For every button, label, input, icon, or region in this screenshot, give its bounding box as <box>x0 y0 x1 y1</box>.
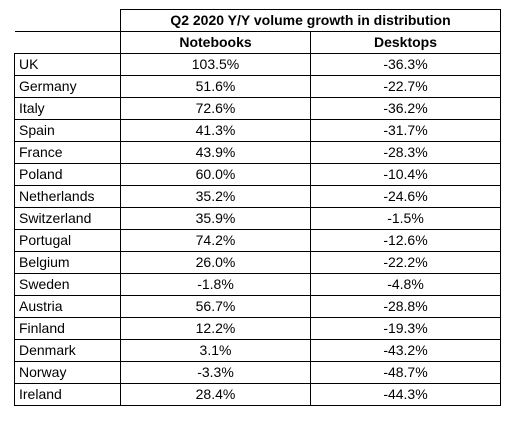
table-row: UK 103.5% -36.3% <box>14 53 501 76</box>
desktops-cell: -24.6% <box>310 185 501 208</box>
corner-cell <box>14 9 121 32</box>
notebooks-cell: 3.1% <box>120 339 311 362</box>
country-cell: Finland <box>14 317 121 340</box>
table-row: Austria 56.7% -28.8% <box>14 295 501 318</box>
notebooks-cell: 56.7% <box>120 295 311 318</box>
desktops-cell: -48.7% <box>310 361 501 384</box>
table-row: Denmark 3.1% -43.2% <box>14 339 501 362</box>
desktops-cell: -28.8% <box>310 295 501 318</box>
table-row: Netherlands 35.2% -24.6% <box>14 185 501 208</box>
desktops-cell: -31.7% <box>310 119 501 142</box>
country-cell: Poland <box>14 163 121 186</box>
country-cell: Belgium <box>14 251 121 274</box>
notebooks-cell: 26.0% <box>120 251 311 274</box>
table-row: Spain 41.3% -31.7% <box>14 119 501 142</box>
country-cell: Norway <box>14 361 121 384</box>
country-cell: Switzerland <box>14 207 121 230</box>
notebooks-cell: 28.4% <box>120 383 311 406</box>
desktops-cell: -44.3% <box>310 383 501 406</box>
table-row: Belgium 26.0% -22.2% <box>14 251 501 274</box>
country-cell: Portugal <box>14 229 121 252</box>
desktops-cell: -36.3% <box>310 53 501 76</box>
table-row: Italy 72.6% -36.2% <box>14 97 501 120</box>
notebooks-cell: 60.0% <box>120 163 311 186</box>
country-cell: Italy <box>14 97 121 120</box>
notebooks-cell: 72.6% <box>120 97 311 120</box>
desktops-cell: -10.4% <box>310 163 501 186</box>
country-cell: Germany <box>14 75 121 98</box>
table-row: Germany 51.6% -22.7% <box>14 75 501 98</box>
desktops-cell: -36.2% <box>310 97 501 120</box>
growth-table: Q2 2020 Y/Y volume growth in distributio… <box>14 9 501 406</box>
notebooks-cell: 74.2% <box>120 229 311 252</box>
desktops-cell: -22.7% <box>310 75 501 98</box>
desktops-cell: -22.2% <box>310 251 501 274</box>
country-cell: Sweden <box>14 273 121 296</box>
column-header-notebooks: Notebooks <box>120 31 311 54</box>
notebooks-cell: 35.2% <box>120 185 311 208</box>
notebooks-cell: 35.9% <box>120 207 311 230</box>
table-row: Ireland 28.4% -44.3% <box>14 383 501 406</box>
country-cell: Austria <box>14 295 121 318</box>
desktops-cell: -28.3% <box>310 141 501 164</box>
desktops-cell: -19.3% <box>310 317 501 340</box>
notebooks-cell: -3.3% <box>120 361 311 384</box>
country-cell: Netherlands <box>14 185 121 208</box>
corner-cell <box>14 31 121 54</box>
country-cell: France <box>14 141 121 164</box>
country-cell: Denmark <box>14 339 121 362</box>
notebooks-cell: 41.3% <box>120 119 311 142</box>
desktops-cell: -12.6% <box>310 229 501 252</box>
desktops-cell: -4.8% <box>310 273 501 296</box>
table-row: France 43.9% -28.3% <box>14 141 501 164</box>
desktops-cell: -43.2% <box>310 339 501 362</box>
country-cell: Ireland <box>14 383 121 406</box>
notebooks-cell: 103.5% <box>120 53 311 76</box>
title-row: Q2 2020 Y/Y volume growth in distributio… <box>14 9 501 32</box>
table-row: Portugal 74.2% -12.6% <box>14 229 501 252</box>
column-header-desktops: Desktops <box>310 31 501 54</box>
table-row: Norway -3.3% -48.7% <box>14 361 501 384</box>
table-row: Poland 60.0% -10.4% <box>14 163 501 186</box>
table-body: UK 103.5% -36.3% Germany 51.6% -22.7% Italy 72.… <box>14 53 501 406</box>
country-cell: UK <box>14 53 121 76</box>
notebooks-cell: 12.2% <box>120 317 311 340</box>
notebooks-cell: 51.6% <box>120 75 311 98</box>
table-row: Sweden -1.8% -4.8% <box>14 273 501 296</box>
table-row: Finland 12.2% -19.3% <box>14 317 501 340</box>
notebooks-cell: 43.9% <box>120 141 311 164</box>
table-title: Q2 2020 Y/Y volume growth in distributio… <box>120 9 501 32</box>
table-row: Switzerland 35.9% -1.5% <box>14 207 501 230</box>
country-cell: Spain <box>14 119 121 142</box>
notebooks-cell: -1.8% <box>120 273 311 296</box>
desktops-cell: -1.5% <box>310 207 501 230</box>
header-row: Notebooks Desktops <box>14 31 501 54</box>
